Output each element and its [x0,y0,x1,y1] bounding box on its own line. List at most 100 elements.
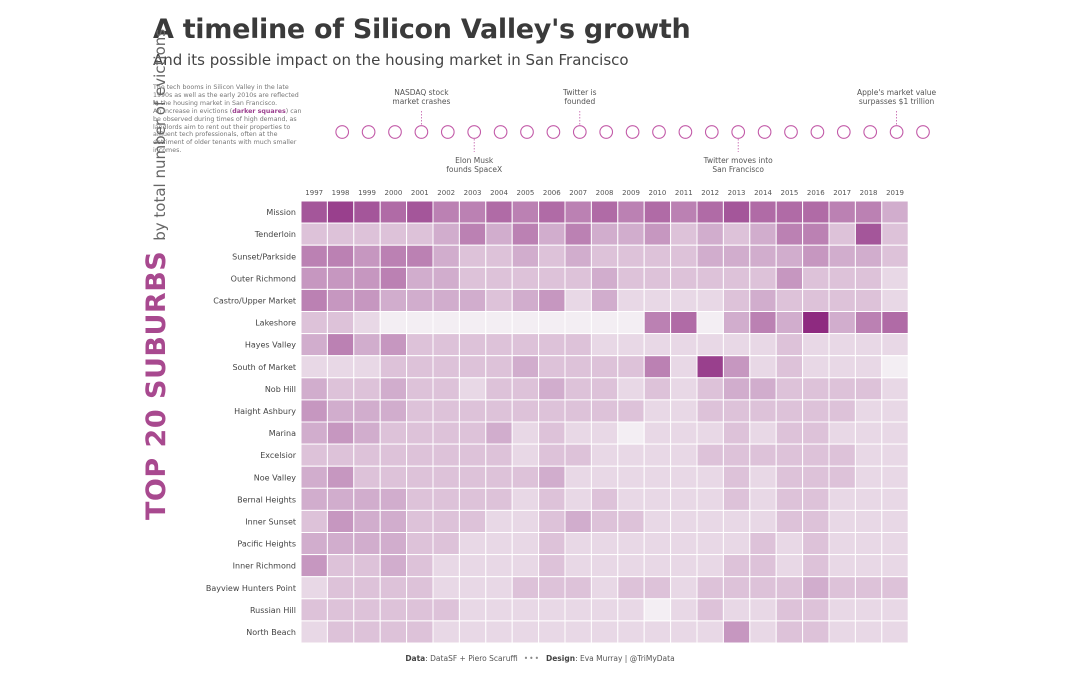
heatmap-cell [590,200,619,224]
heatmap-cell [300,399,328,423]
heatmap-cell [326,532,355,556]
heatmap-cell [458,266,487,290]
heatmap-cell [538,355,566,379]
heatmap-cell [538,487,566,511]
heatmap-cell [775,399,804,423]
heatmap-cell [538,333,566,357]
heatmap-cell [458,443,487,467]
heatmap-cell [564,620,592,644]
heatmap-cell [300,532,328,556]
heatmap-cell [458,200,487,224]
heatmap-cell [406,333,434,357]
heatmap-cell [300,288,328,312]
heatmap-cell [590,598,619,622]
heatmap-cell [511,244,540,268]
heatmap-cell [854,443,883,467]
heatmap-cell [326,598,355,622]
timeline-marker [625,125,640,139]
heatmap-cell [670,465,698,489]
heatmap-cell [564,598,592,622]
heatmap-cell [881,399,909,423]
heatmap-cell [485,598,513,622]
y-tick-label: Russian Hill [250,606,296,615]
intro-paragraph-2-end: ) can be observed during times of high d… [153,107,302,155]
x-tick-label: 2018 [860,189,878,197]
y-tick-label: Haight Ashbury [234,407,296,416]
heatmap-cell [854,532,883,556]
heatmap-cell [828,244,856,268]
heatmap-cell [670,222,698,246]
heatmap-cell [802,554,830,578]
heatmap-cell [406,598,434,622]
heatmap-cell [617,554,645,578]
x-tick-label: 2000 [384,189,402,197]
heatmap-cell [590,244,619,268]
heatmap-cell [854,399,883,423]
heatmap-cell [617,377,645,401]
heatmap-cell [458,554,487,578]
heatmap-cell [670,399,698,423]
heatmap-cell [326,266,355,290]
heatmap-cell [749,443,777,467]
heatmap-cell [696,355,724,379]
timeline-marker [414,125,429,139]
heatmap-cell [749,421,777,445]
heatmap-cell [696,576,724,600]
heatmap-cell [696,620,724,644]
heatmap-cell [300,509,328,533]
heatmap-cell [432,509,460,533]
heatmap-cell [458,222,487,246]
heatmap-cell [828,554,856,578]
x-tick-label: 2005 [516,189,534,197]
heatmap-cell [722,355,751,379]
heatmap-cell [432,421,460,445]
heatmap-cell [353,443,381,467]
heatmap-cell [749,598,777,622]
heatmap-cell [828,377,856,401]
x-tick-label: 2009 [622,189,640,197]
heatmap-cell [617,244,645,268]
heatmap-cell [432,244,460,268]
heatmap-cell [300,421,328,445]
heatmap-cell [564,355,592,379]
heatmap-cell [432,311,460,335]
heatmap-cell [696,509,724,533]
heatmap-cell [670,598,698,622]
heatmap-cell [511,377,540,401]
y-tick-label: South of Market [232,363,296,372]
heatmap-cell [485,443,513,467]
heatmap-cell [300,244,328,268]
y-tick-label: Noe Valley [254,473,296,482]
heatmap-cell [881,443,909,467]
heatmap-cell [854,487,883,511]
heatmap-cell [485,200,513,224]
heatmap-cell [511,421,540,445]
heatmap-cell [881,311,909,335]
heatmap-cell [485,399,513,423]
heatmap-cell [828,288,856,312]
heatmap-cell [564,311,592,335]
heatmap-cell [590,465,619,489]
heatmap-cell [670,554,698,578]
heatmap-cell [670,487,698,511]
heatmap-cell [643,554,672,578]
heatmap-cell [379,333,408,357]
heatmap-cell [696,333,724,357]
heatmap-cell [854,266,883,290]
heatmap-cell [749,288,777,312]
y-tick-label: Bayview Hunters Point [206,584,296,593]
heatmap-cell [406,222,434,246]
heatmap-cell [326,355,355,379]
heatmap-cell [749,222,777,246]
heatmap-cell [590,377,619,401]
heatmap-cell [300,311,328,335]
heatmap-cell [326,288,355,312]
timeline-marker [599,125,614,139]
heatmap-cell [854,576,883,600]
heatmap-cell [828,509,856,533]
heatmap-cell [511,288,540,312]
heatmap-cell [617,222,645,246]
heatmap-cell [406,421,434,445]
heatmap-cell [485,421,513,445]
heatmap-cell [564,222,592,246]
